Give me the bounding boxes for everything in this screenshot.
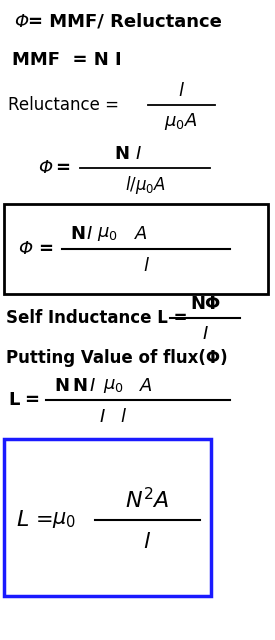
Text: l: l: [178, 82, 183, 100]
Text: L: L: [8, 391, 19, 409]
Text: Φ: Φ: [38, 159, 52, 177]
Text: I: I: [135, 145, 141, 163]
Text: Φ: Φ: [14, 13, 28, 31]
Text: $l/\mu_0 A$: $l/\mu_0 A$: [125, 174, 166, 196]
Text: =: =: [24, 391, 39, 409]
Text: Reluctance =: Reluctance =: [8, 96, 124, 114]
Text: N: N: [114, 145, 130, 163]
Text: $\mu_0$: $\mu_0$: [52, 510, 76, 530]
FancyBboxPatch shape: [4, 204, 268, 294]
Text: =: =: [36, 510, 54, 530]
Text: $N^2A$: $N^2A$: [125, 488, 169, 513]
Text: I: I: [87, 225, 92, 243]
Text: I: I: [90, 377, 95, 395]
Text: Φ: Φ: [18, 240, 32, 258]
Text: I: I: [100, 408, 105, 426]
Text: MMF  = N I: MMF = N I: [12, 51, 122, 69]
Text: Self Inductance L =: Self Inductance L =: [6, 309, 193, 327]
Text: N: N: [72, 377, 87, 395]
Text: =: =: [55, 159, 70, 177]
Text: A: A: [135, 225, 147, 243]
Text: Putting Value of flux(Φ): Putting Value of flux(Φ): [6, 349, 228, 367]
Text: N: N: [70, 225, 85, 243]
Text: $L$: $L$: [16, 510, 29, 530]
Text: $l$: $l$: [143, 532, 151, 552]
Text: =: =: [38, 240, 53, 258]
Text: l: l: [144, 257, 149, 275]
Text: N: N: [54, 377, 69, 395]
Text: = MMF/ Reluctance: = MMF/ Reluctance: [28, 13, 222, 31]
Text: I: I: [202, 325, 208, 343]
Text: A: A: [140, 377, 152, 395]
FancyBboxPatch shape: [4, 439, 211, 596]
Text: $\mu_0$: $\mu_0$: [103, 377, 124, 395]
Text: NΦ: NΦ: [190, 295, 220, 313]
Text: $\mu_0 A$: $\mu_0 A$: [164, 111, 198, 132]
Text: $\mu_0$: $\mu_0$: [97, 225, 118, 243]
Text: l: l: [120, 408, 125, 426]
